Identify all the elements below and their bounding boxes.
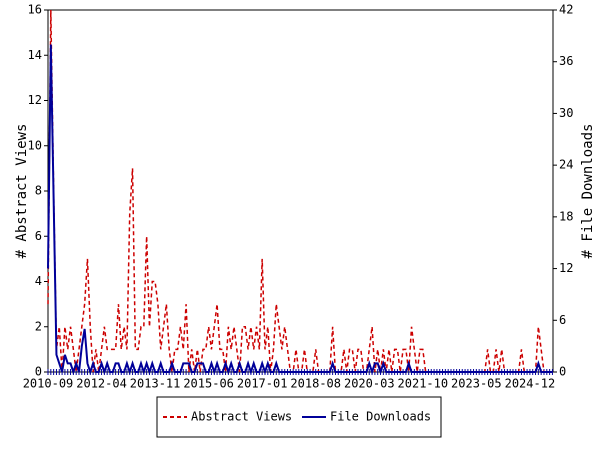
legend-label: File Downloads: [330, 410, 431, 424]
y-tick-label: 16: [28, 3, 42, 17]
series-line: [47, 9, 553, 373]
y-tick-label: 12: [28, 93, 42, 107]
x-tick-label: 2013-11: [130, 377, 181, 391]
y-tick-label: 14: [28, 48, 42, 62]
y-tick-label: 0: [35, 365, 42, 379]
y-tick-label: 10: [28, 138, 42, 152]
y-tick-label: 8: [35, 184, 42, 198]
y2-tick-label: 24: [559, 158, 573, 172]
y-tick-label: 4: [35, 274, 42, 288]
plot-frame: [47, 9, 554, 373]
legend-box: [156, 396, 442, 438]
y2-tick-label: 6: [559, 313, 566, 327]
x-tick-label: 2018-08: [290, 377, 341, 391]
x-tick-label: 2015-06: [183, 377, 234, 391]
x-tick-label: 2024-12: [505, 377, 556, 391]
y2-axis-title: # File Downloads: [580, 124, 596, 259]
x-tick-label: 2012-04: [76, 377, 127, 391]
x-tick-label: 2017-01: [237, 377, 288, 391]
x-tick-label: 2023-05: [451, 377, 502, 391]
series-line: [47, 44, 553, 376]
y2-tick-label: 12: [559, 261, 573, 275]
y-tick-label: 2: [35, 319, 42, 333]
y2-tick-label: 42: [559, 3, 573, 17]
y2-tick-label: 18: [559, 209, 573, 223]
y2-tick-label: 30: [559, 106, 573, 120]
y-tick-label: 6: [35, 229, 42, 243]
y2-tick-label: 0: [559, 365, 566, 379]
y-axis-title: # Abstract Views: [14, 124, 30, 259]
x-tick-label: 2020-03: [344, 377, 395, 391]
legend-label: Abstract Views: [191, 410, 292, 424]
y2-tick-label: 36: [559, 54, 573, 68]
x-tick-label: 2010-09: [23, 377, 74, 391]
x-tick-label: 2021-10: [398, 377, 449, 391]
